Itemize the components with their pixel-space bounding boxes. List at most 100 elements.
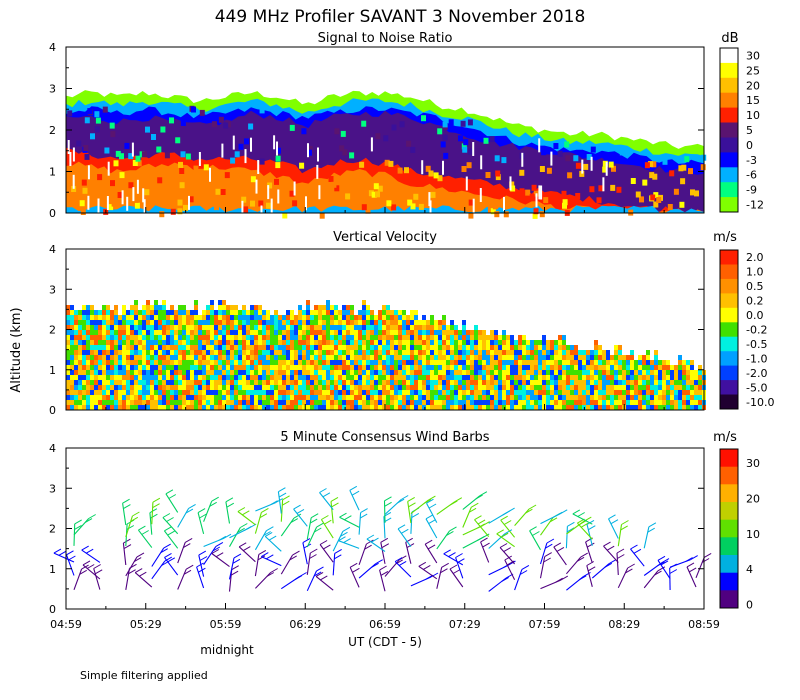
vv-cell <box>538 380 542 385</box>
vv-cell <box>330 390 334 395</box>
vv-cell <box>390 380 394 385</box>
snr-cell <box>113 160 119 167</box>
vv-title: Vertical Velocity <box>333 230 437 245</box>
vv-cell <box>654 375 658 380</box>
vv-cell <box>546 355 550 360</box>
vv-cell <box>366 350 370 355</box>
vv-cell <box>230 360 234 365</box>
vv-cell <box>82 380 86 385</box>
vv-cell <box>146 385 150 390</box>
vv-cell <box>246 320 250 325</box>
wind-barb <box>280 517 295 537</box>
vv-cell <box>254 360 258 365</box>
snr-gap <box>106 196 109 210</box>
vv-cell <box>434 390 438 395</box>
vv-cell <box>106 335 110 340</box>
vv-cell <box>370 345 374 350</box>
vv-cell <box>290 345 294 350</box>
snr-cell <box>334 185 340 192</box>
vv-cell <box>654 360 658 365</box>
vv-cell <box>614 390 618 395</box>
vv-cell <box>454 325 458 330</box>
vv-cell <box>422 405 426 410</box>
vv-cell <box>174 390 178 395</box>
vv-cell <box>562 375 566 380</box>
vv-cell <box>502 405 506 410</box>
vv-cell <box>470 375 474 380</box>
vv-cell <box>442 405 446 410</box>
vv-cell <box>446 345 450 350</box>
vv-cell <box>230 350 234 355</box>
vv-cell <box>466 400 470 405</box>
vv-cell <box>66 395 70 400</box>
vv-cell <box>246 315 250 320</box>
vv-cell <box>142 305 146 310</box>
vv-cell <box>226 405 230 410</box>
vv-cell <box>174 370 178 375</box>
vv-cell <box>574 370 578 375</box>
wind-barb <box>125 556 138 577</box>
snr-cell <box>94 126 100 133</box>
vv-cell <box>298 355 302 360</box>
vv-cell <box>214 355 218 360</box>
vv-cell <box>238 325 242 330</box>
vv-cell <box>166 345 170 350</box>
vv-cell <box>394 340 398 345</box>
vv-cell <box>486 360 490 365</box>
wind-barb-flag <box>364 544 372 550</box>
vv-cell <box>310 335 314 340</box>
vv-cell <box>298 330 302 335</box>
vv-cell <box>182 310 186 315</box>
vv-cell <box>510 370 514 375</box>
y-tick-label: 3 <box>49 283 56 296</box>
vv-cell <box>302 360 306 365</box>
wind-barb <box>424 543 438 564</box>
vv-cell <box>322 390 326 395</box>
vv-cell <box>138 365 142 370</box>
vv-cell <box>386 370 390 375</box>
vv-cell <box>114 375 118 380</box>
vv-cell <box>218 350 222 355</box>
vv-cell <box>222 390 226 395</box>
vv-cell <box>338 380 342 385</box>
vv-cell <box>102 380 106 385</box>
vv-cell <box>110 325 114 330</box>
vv-cell <box>382 385 386 390</box>
vv-cell <box>458 370 462 375</box>
vv-cell <box>118 395 122 400</box>
vv-cell <box>66 390 70 395</box>
vv-cell <box>110 340 114 345</box>
vv-cell <box>386 380 390 385</box>
vv-cell <box>314 380 318 385</box>
vv-cell <box>298 305 302 310</box>
vv-cell <box>562 350 566 355</box>
vv-cell <box>250 375 254 380</box>
vv-cell <box>266 380 270 385</box>
vv-cell <box>134 345 138 350</box>
vv-cell <box>158 340 162 345</box>
vv-cell <box>250 365 254 370</box>
vv-cell <box>194 330 198 335</box>
vv-cell <box>158 380 162 385</box>
vv-cell <box>610 400 614 405</box>
vv-cell <box>346 330 350 335</box>
wind-barb-flag <box>657 566 666 572</box>
vv-cell <box>398 350 402 355</box>
vv-cell <box>122 405 126 410</box>
vv-cell <box>370 365 374 370</box>
vv-cell <box>246 365 250 370</box>
vv-cell <box>370 315 374 320</box>
vv-cell <box>270 355 274 360</box>
vv-cell <box>530 345 534 350</box>
vv-cell <box>98 350 102 355</box>
vv-cell <box>102 350 106 355</box>
snr-cell <box>642 179 648 186</box>
vv-cell <box>102 370 106 375</box>
vv-cell <box>178 330 182 335</box>
vv-cell <box>698 370 702 375</box>
vv-cell <box>506 405 510 410</box>
vv-cell <box>426 355 430 360</box>
vv-cell <box>122 335 126 340</box>
colorbar-label: 2.0 <box>746 251 764 264</box>
vv-cell <box>226 370 230 375</box>
